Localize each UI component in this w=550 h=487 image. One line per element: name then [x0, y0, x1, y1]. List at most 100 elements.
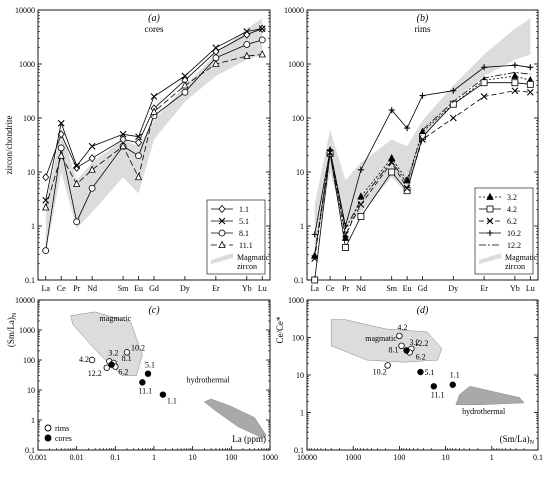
panel-a-point-11-1 — [212, 59, 220, 67]
panel-b-title: (b) — [417, 13, 429, 24]
panel-a-point-5-1 — [258, 25, 266, 33]
panel-d-region-label: magmatic — [365, 334, 397, 343]
panel-a-ylabel: zircon/chondrite — [4, 116, 14, 175]
panel-c-point-label: 11.1 — [138, 386, 152, 395]
panel-a-legend-band-label: zircon — [237, 262, 257, 271]
panel-d-point-5-1 — [417, 368, 424, 376]
panel-c-xtick-label: 1 — [152, 453, 156, 462]
panel-a-legend-band-swatch — [211, 253, 233, 264]
panel-b-point-6-2 — [449, 114, 457, 122]
panel-c-ytick-label: 100 — [23, 356, 35, 365]
panel-a-point-11-1 — [88, 165, 96, 173]
panel-b-ytick-label: 0.1 — [294, 276, 304, 285]
panel-b-xtick-label: Yb — [510, 284, 520, 293]
panel-a-legend-label: 8.1 — [239, 229, 249, 238]
panel-b-point-4-2 — [511, 79, 519, 87]
panel-a-point-5-1 — [73, 162, 81, 170]
panel-c-point-label: 10.2 — [131, 343, 145, 352]
panel-d-xlabel: (Sm/La)N — [500, 434, 535, 446]
panel-c: magmatic hydrothermal 0.1 1 10 100 1000 10000 0.… — [6, 296, 278, 462]
panel-d-point-label: 3.2 — [410, 338, 420, 347]
panel-a-point-8-1 — [42, 247, 50, 255]
panel-b-ytick-label: 10000 — [284, 6, 304, 15]
panel-c-point-label: 5.1 — [145, 361, 155, 370]
panel-b-ytick-label: 100 — [292, 114, 304, 123]
panel-a-ytick-label: 10000 — [15, 6, 35, 15]
panel-b-point-4-2 — [342, 244, 349, 251]
panel-b-point-4-2 — [357, 213, 365, 220]
panel-d-point-label: 11.1 — [431, 390, 445, 399]
panel-b-point-4-2 — [388, 168, 396, 176]
panel-b-xtick-label: Sm — [386, 284, 397, 293]
panel-b-legend-label: 10.2 — [507, 229, 521, 238]
panel-a-point-8-1 — [57, 144, 65, 152]
panel-b-point-6-2 — [511, 87, 519, 95]
panel-b-point-10-2 — [481, 64, 488, 71]
panel-c-point-label: 4.2 — [79, 355, 89, 364]
panel-b-point-10-2 — [388, 107, 395, 114]
panel-a-point-8-1 — [243, 41, 251, 48]
panel-d-region-magmatic — [330, 319, 443, 363]
panel-d-point-label: 4.2 — [397, 323, 407, 332]
panel-c-legend-label: rims — [55, 424, 69, 433]
panel-d-xtick-label: 100 — [393, 453, 405, 462]
panel-b-subtitle: rims — [414, 24, 430, 34]
panel-b-xtick-label: Dy — [448, 284, 458, 293]
panel-a-point-8-1 — [88, 184, 96, 192]
panel-a-point-1-1 — [88, 154, 96, 163]
panel-a-legend-marker — [218, 217, 226, 225]
panel-b-point-6-2 — [403, 184, 411, 192]
panel-b-legend-band-label: Magmatic — [505, 253, 538, 262]
panel-b-legend-marker — [486, 192, 494, 200]
panel-a-ytick-label: 100 — [23, 114, 35, 123]
panel-a-legend-marker — [218, 204, 226, 214]
panel-a-point-5-1 — [57, 119, 65, 127]
panel-b-xtick-label: Lu — [526, 284, 535, 293]
panel-c-point-11-1 — [139, 379, 146, 386]
panel-a: 0.1 1 10 100 1000 10000 La Ce Pr Nd Sm Eu Gd Dy Er Yb Lu… — [4, 6, 271, 293]
panel-b-point-6-2 — [480, 93, 488, 100]
panel-a-point-5-1 — [88, 142, 96, 150]
panel-a-xtick-label: Eu — [134, 284, 143, 293]
panel-b-legend-band-label: zircon — [505, 262, 525, 271]
panel-b-point-4-2 — [311, 276, 319, 284]
panel-c-ytick-label: 0.1 — [25, 446, 35, 455]
panel-d-point-label: 10.2 — [373, 367, 387, 376]
panel-a-magmatic-zircon-band — [45, 18, 263, 255]
panel-b-xtick-label: Gd — [418, 284, 428, 293]
panel-d-point-1-1 — [449, 381, 456, 388]
panel-d-ylabel: Ce/Ce* — [275, 316, 285, 343]
panel-d-ytick-label: 0.1 — [294, 446, 304, 455]
panel-b-legend-label: 6.2 — [507, 217, 517, 226]
panel-c-ytick-label: 10000 — [15, 296, 35, 305]
panel-b: 0.1 1 10 100 1000 10000 La Ce Pr Nd Sm Eu Gd Dy Er Yb Lu… — [284, 6, 539, 293]
panel-a-point-1-1 — [73, 163, 81, 172]
panel-a-point-5-1 — [135, 133, 142, 141]
panel-b-ytick-label: 1 — [300, 222, 304, 231]
panel-a-point-11-1 — [57, 151, 65, 159]
panel-a-point-5-1 — [150, 93, 158, 100]
panel-d-point-label: 6.2 — [416, 352, 426, 361]
panel-a-point-11-1 — [258, 50, 266, 58]
panel-c-legend-marker — [44, 424, 52, 432]
panel-b-point-4-2 — [480, 79, 488, 87]
panel-a-point-5-1 — [243, 28, 251, 35]
panel-d-region-label: hydrothermal — [462, 407, 506, 416]
panel-c-legend-marker — [44, 434, 52, 442]
panel-a-point-5-1 — [212, 44, 220, 52]
panel-d-point-10-2 — [384, 362, 391, 369]
panel-d-region-hydrothermal — [455, 386, 525, 406]
panel-b-point-10-2 — [511, 62, 518, 69]
panel-b-ytick-label: 10 — [296, 168, 304, 177]
panel-d-xtick-label: 10000 — [297, 453, 317, 462]
panel-d-point-3-2 — [398, 342, 405, 350]
panel-d-point-label: 1.1 — [450, 371, 460, 380]
panel-a-point-11-1 — [150, 107, 158, 115]
panel-b-point-10-2 — [404, 125, 411, 132]
panel-a-point-11-1 — [243, 51, 251, 60]
panel-a-xtick-label: Yb — [242, 284, 252, 293]
panel-b-point-10-2 — [527, 64, 534, 71]
panel-d-xtick-label: 0.1 — [533, 453, 543, 462]
panel-c-ylabel: (Sm/La)N — [6, 312, 18, 347]
